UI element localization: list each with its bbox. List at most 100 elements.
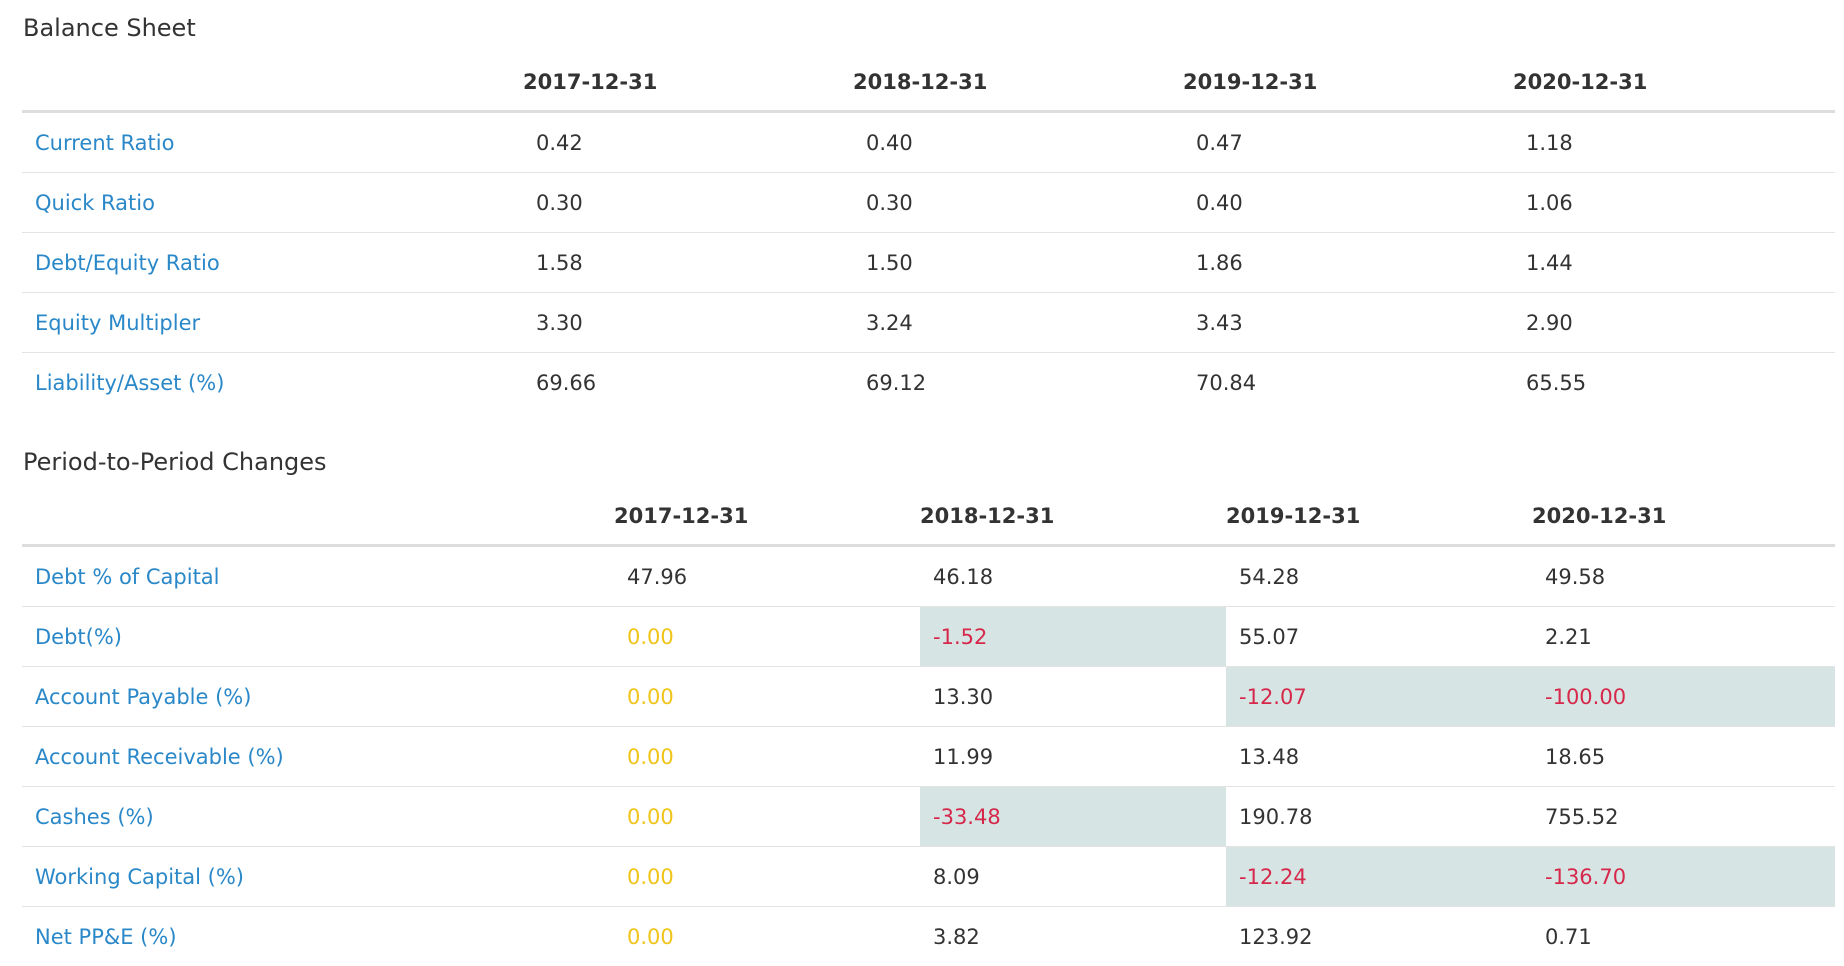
row-label-cell: Debt(%) bbox=[22, 607, 614, 667]
column-header: 2017-12-31 bbox=[614, 488, 920, 546]
table-header-row: 2017-12-31 2018-12-31 2019-12-31 2020-12… bbox=[22, 488, 1835, 546]
value-cell: 8.09 bbox=[920, 847, 1226, 907]
value-cell: 1.18 bbox=[1513, 112, 1835, 173]
value-cell: 69.66 bbox=[523, 353, 853, 413]
metric-link-working-capital[interactable]: Working Capital (%) bbox=[35, 865, 244, 889]
metric-link-net-ppe[interactable]: Net PP&E (%) bbox=[35, 925, 177, 949]
value-cell: 0.00 bbox=[614, 667, 920, 727]
column-header: 2019-12-31 bbox=[1226, 488, 1532, 546]
value-cell: 0.71 bbox=[1532, 907, 1835, 966]
column-header: 2018-12-31 bbox=[853, 54, 1183, 112]
row-label-cell: Equity Multipler bbox=[22, 293, 523, 353]
value-cell: 0.30 bbox=[523, 173, 853, 233]
value-cell: 47.96 bbox=[614, 546, 920, 607]
period-changes-table: 2017-12-31 2018-12-31 2019-12-31 2020-12… bbox=[22, 488, 1835, 966]
value-cell: 1.44 bbox=[1513, 233, 1835, 293]
value-cell: 0.00 bbox=[614, 847, 920, 907]
value-cell: -12.07 bbox=[1226, 667, 1532, 727]
row-label-cell: Working Capital (%) bbox=[22, 847, 614, 907]
table-row: Debt(%) 0.00 -1.52 55.07 2.21 bbox=[22, 607, 1835, 667]
table-row: Debt % of Capital 47.96 46.18 54.28 49.5… bbox=[22, 546, 1835, 607]
column-header: 2020-12-31 bbox=[1532, 488, 1835, 546]
value-cell: 13.30 bbox=[920, 667, 1226, 727]
table-row: Working Capital (%) 0.00 8.09 -12.24 -13… bbox=[22, 847, 1835, 907]
column-header: 2017-12-31 bbox=[523, 54, 853, 112]
table-row: Net PP&E (%) 0.00 3.82 123.92 0.71 bbox=[22, 907, 1835, 966]
metric-link-account-payable[interactable]: Account Payable (%) bbox=[35, 685, 251, 709]
table-row: Cashes (%) 0.00 -33.48 190.78 755.52 bbox=[22, 787, 1835, 847]
metric-link-liability-asset[interactable]: Liability/Asset (%) bbox=[35, 371, 224, 395]
value-cell: 65.55 bbox=[1513, 353, 1835, 413]
value-cell: 123.92 bbox=[1226, 907, 1532, 966]
value-cell: 1.58 bbox=[523, 233, 853, 293]
value-cell: 1.86 bbox=[1183, 233, 1513, 293]
value-cell: 0.47 bbox=[1183, 112, 1513, 173]
metric-link-debt-pct[interactable]: Debt(%) bbox=[35, 625, 122, 649]
value-cell: 0.30 bbox=[853, 173, 1183, 233]
value-cell: 54.28 bbox=[1226, 546, 1532, 607]
value-cell: 755.52 bbox=[1532, 787, 1835, 847]
row-label-cell: Liability/Asset (%) bbox=[22, 353, 523, 413]
metric-link-current-ratio[interactable]: Current Ratio bbox=[35, 131, 174, 155]
balance-sheet-table: 2017-12-31 2018-12-31 2019-12-31 2020-12… bbox=[22, 54, 1835, 412]
value-cell: 3.30 bbox=[523, 293, 853, 353]
table-header-row: 2017-12-31 2018-12-31 2019-12-31 2020-12… bbox=[22, 54, 1835, 112]
value-cell: 0.00 bbox=[614, 727, 920, 787]
metric-link-quick-ratio[interactable]: Quick Ratio bbox=[35, 191, 155, 215]
value-cell: 2.21 bbox=[1532, 607, 1835, 667]
metric-link-debt-of-capital[interactable]: Debt % of Capital bbox=[35, 565, 220, 589]
table-row: Account Receivable (%) 0.00 11.99 13.48 … bbox=[22, 727, 1835, 787]
row-label-cell: Account Payable (%) bbox=[22, 667, 614, 727]
value-cell: 18.65 bbox=[1532, 727, 1835, 787]
row-label-cell: Debt/Equity Ratio bbox=[22, 233, 523, 293]
value-cell: 49.58 bbox=[1532, 546, 1835, 607]
value-cell: 0.40 bbox=[853, 112, 1183, 173]
value-cell: 0.00 bbox=[614, 907, 920, 966]
table-row: Liability/Asset (%) 69.66 69.12 70.84 65… bbox=[22, 353, 1835, 413]
table-row: Debt/Equity Ratio 1.58 1.50 1.86 1.44 bbox=[22, 233, 1835, 293]
value-cell: 3.24 bbox=[853, 293, 1183, 353]
metric-link-debt-equity-ratio[interactable]: Debt/Equity Ratio bbox=[35, 251, 220, 275]
table-row: Account Payable (%) 0.00 13.30 -12.07 -1… bbox=[22, 667, 1835, 727]
value-cell: -1.52 bbox=[920, 607, 1226, 667]
value-cell: 55.07 bbox=[1226, 607, 1532, 667]
value-cell: 11.99 bbox=[920, 727, 1226, 787]
value-cell: -136.70 bbox=[1532, 847, 1835, 907]
period-changes-title: Period-to-Period Changes bbox=[23, 448, 327, 476]
value-cell: 2.90 bbox=[1513, 293, 1835, 353]
value-cell: 70.84 bbox=[1183, 353, 1513, 413]
value-cell: 69.12 bbox=[853, 353, 1183, 413]
value-cell: 13.48 bbox=[1226, 727, 1532, 787]
column-header: 2018-12-31 bbox=[920, 488, 1226, 546]
value-cell: 0.00 bbox=[614, 787, 920, 847]
row-label-cell: Quick Ratio bbox=[22, 173, 523, 233]
header-label-column bbox=[22, 488, 614, 546]
row-label-cell: Current Ratio bbox=[22, 112, 523, 173]
column-header: 2020-12-31 bbox=[1513, 54, 1835, 112]
value-cell: -33.48 bbox=[920, 787, 1226, 847]
value-cell: 0.40 bbox=[1183, 173, 1513, 233]
table-row: Current Ratio 0.42 0.40 0.47 1.18 bbox=[22, 112, 1835, 173]
row-label-cell: Net PP&E (%) bbox=[22, 907, 614, 966]
value-cell: 3.82 bbox=[920, 907, 1226, 966]
value-cell: -12.24 bbox=[1226, 847, 1532, 907]
value-cell: 1.50 bbox=[853, 233, 1183, 293]
row-label-cell: Account Receivable (%) bbox=[22, 727, 614, 787]
header-label-column bbox=[22, 54, 523, 112]
table-row: Equity Multipler 3.30 3.24 3.43 2.90 bbox=[22, 293, 1835, 353]
value-cell: 0.42 bbox=[523, 112, 853, 173]
value-cell: 3.43 bbox=[1183, 293, 1513, 353]
row-label-cell: Cashes (%) bbox=[22, 787, 614, 847]
value-cell: 1.06 bbox=[1513, 173, 1835, 233]
value-cell: 190.78 bbox=[1226, 787, 1532, 847]
metric-link-equity-multipler[interactable]: Equity Multipler bbox=[35, 311, 200, 335]
value-cell: -100.00 bbox=[1532, 667, 1835, 727]
value-cell: 0.00 bbox=[614, 607, 920, 667]
table-row: Quick Ratio 0.30 0.30 0.40 1.06 bbox=[22, 173, 1835, 233]
balance-sheet-title: Balance Sheet bbox=[23, 14, 196, 42]
metric-link-account-receivable[interactable]: Account Receivable (%) bbox=[35, 745, 284, 769]
value-cell: 46.18 bbox=[920, 546, 1226, 607]
metric-link-cashes[interactable]: Cashes (%) bbox=[35, 805, 154, 829]
row-label-cell: Debt % of Capital bbox=[22, 546, 614, 607]
column-header: 2019-12-31 bbox=[1183, 54, 1513, 112]
